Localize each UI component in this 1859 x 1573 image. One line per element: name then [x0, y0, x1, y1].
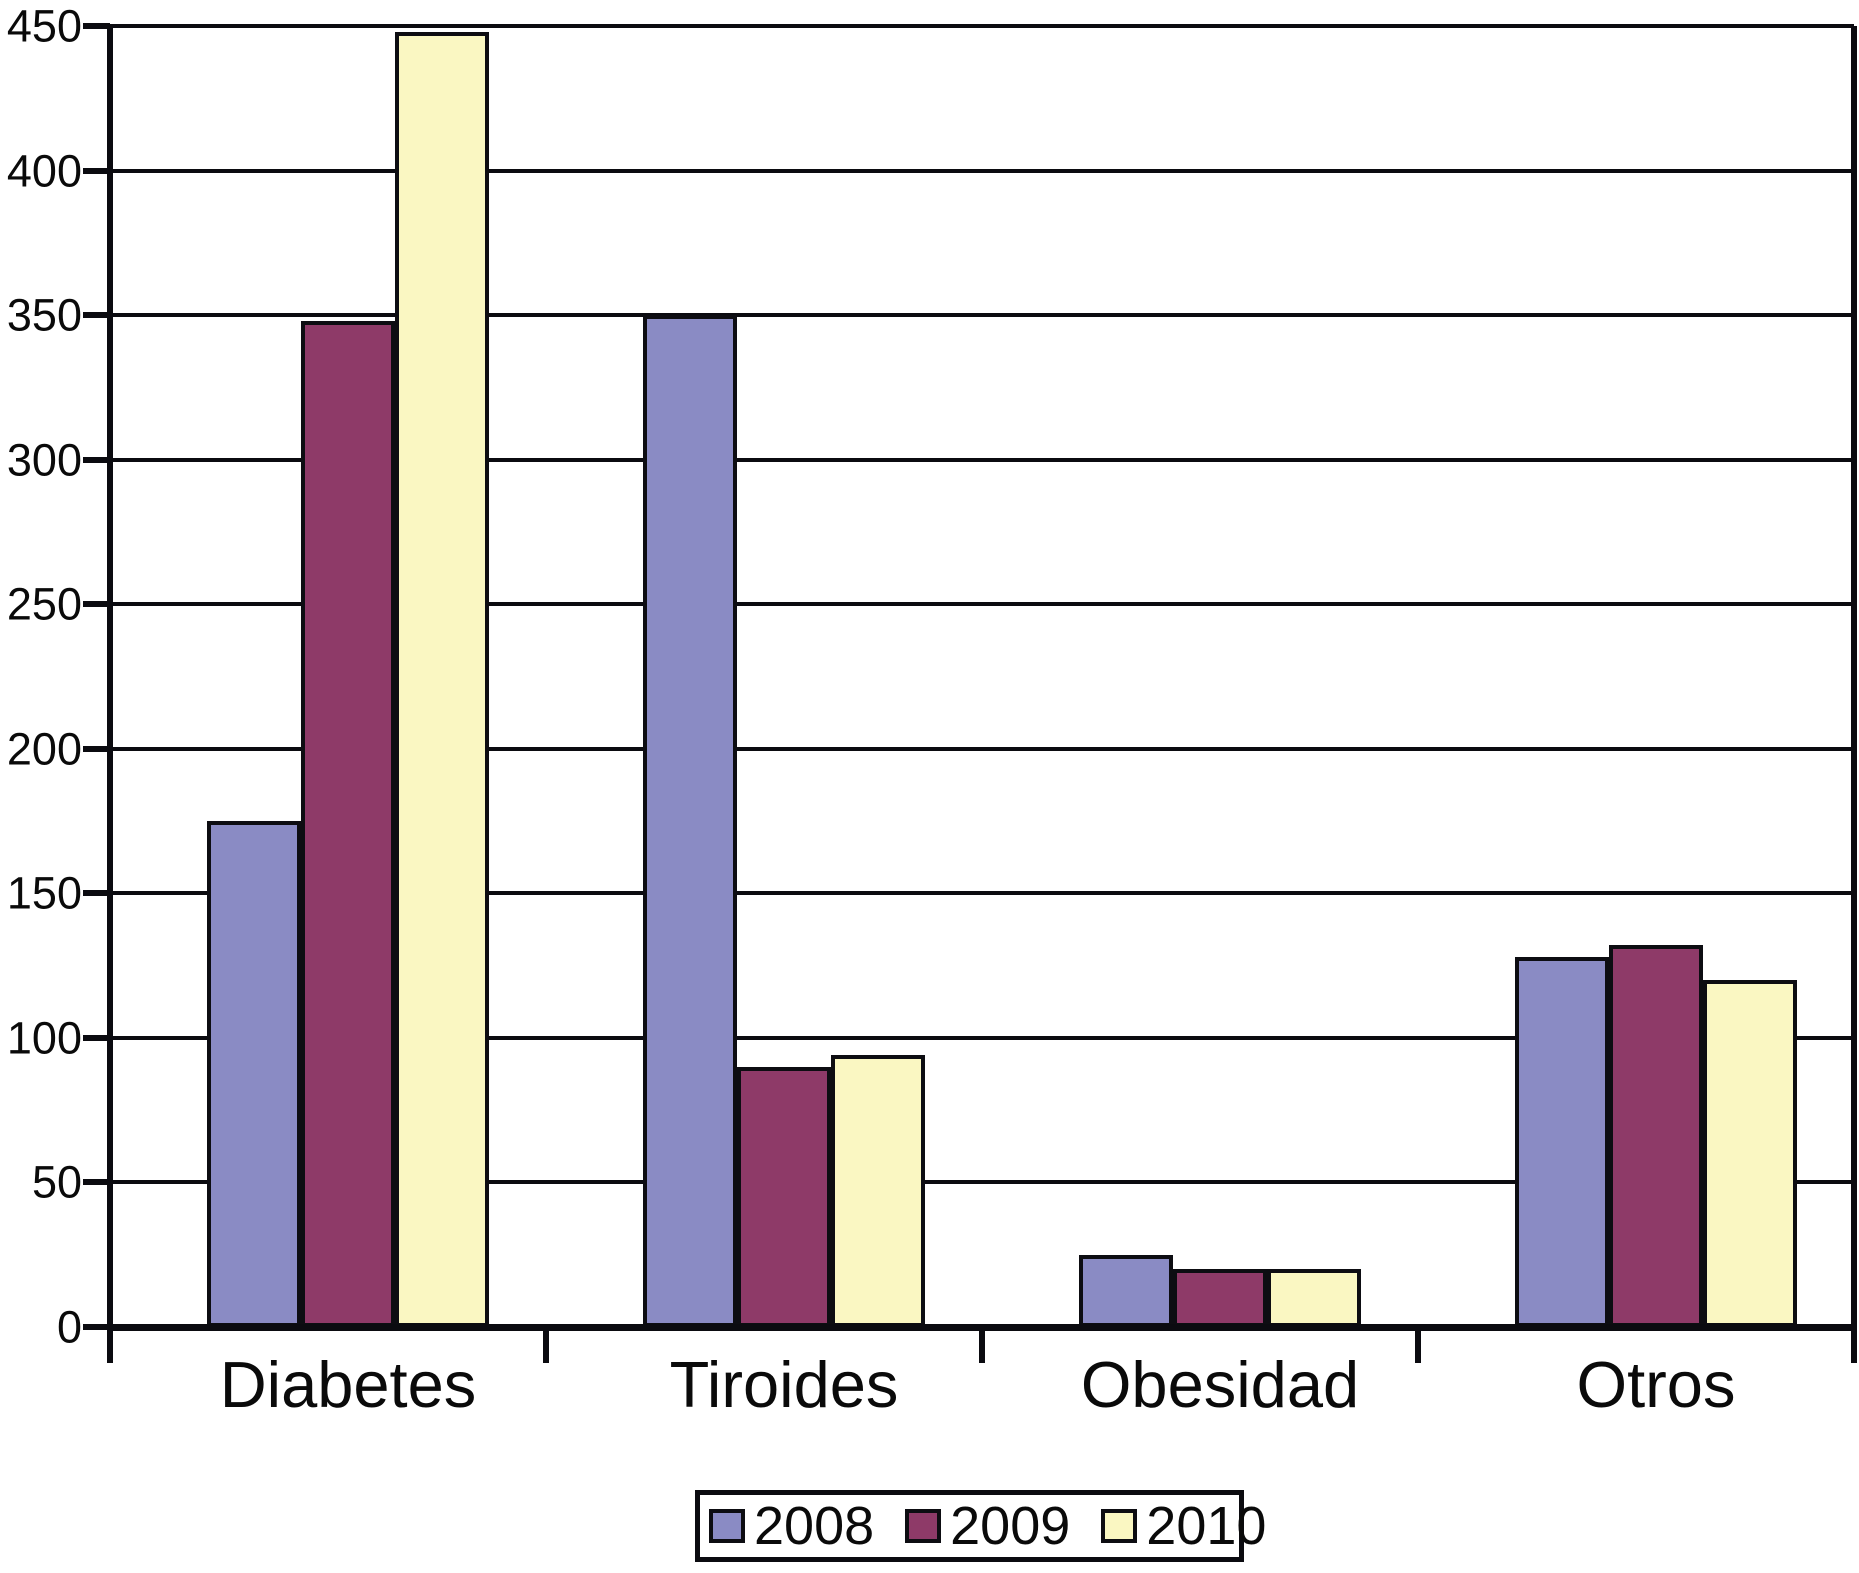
legend-item-2010: 2010 — [1101, 1499, 1266, 1553]
gridline-y-400 — [110, 168, 1854, 173]
legend: 2008 2009 2010 — [695, 1490, 1266, 1562]
legend-swatch-2010 — [1101, 1509, 1138, 1543]
bar-diabetes-2008 — [207, 821, 301, 1327]
gridline-y-100 — [110, 1035, 1854, 1040]
x-category-label-otros: Otros — [1576, 1348, 1736, 1421]
bar-obesidad-2010 — [1267, 1269, 1361, 1327]
legend-label-2008: 2008 — [754, 1496, 875, 1556]
y-axis-tick-50 — [83, 1179, 110, 1186]
y-axis-label-100: 100 — [6, 1012, 82, 1064]
x-axis-tick-1 — [543, 1327, 549, 1363]
x-axis-tick-0 — [107, 1327, 113, 1363]
gridline-y-250 — [110, 602, 1854, 607]
legend-label-2010: 2010 — [1146, 1496, 1267, 1556]
y-axis-label-0: 0 — [56, 1301, 82, 1353]
legend-swatch-2009 — [905, 1509, 942, 1543]
y-axis-tick-150 — [83, 890, 110, 897]
y-axis-label-400: 400 — [6, 145, 82, 197]
gridline-y-50 — [110, 1180, 1854, 1185]
x-category-label-tiroides: Tiroides — [669, 1348, 899, 1421]
bar-otros-2008 — [1515, 956, 1609, 1327]
bar-diabetes-2009 — [301, 320, 395, 1327]
y-axis-tick-400 — [83, 167, 110, 174]
bar-otros-2010 — [1703, 980, 1797, 1327]
bar-otros-2009 — [1609, 945, 1703, 1327]
x-axis-tick-2 — [979, 1327, 985, 1363]
y-axis-tick-0 — [83, 1324, 110, 1330]
y-axis-label-350: 350 — [6, 289, 82, 341]
bar-tiroides-2008 — [643, 315, 737, 1327]
gridline-y-150 — [110, 891, 1854, 896]
y-axis-tick-200 — [83, 745, 110, 752]
plot-right-border — [1851, 26, 1857, 1330]
gridline-y-300 — [110, 457, 1854, 462]
y-axis-label-250: 250 — [6, 578, 82, 630]
gridline-y-450 — [110, 24, 1854, 28]
legend-item-2009: 2009 — [905, 1499, 1070, 1553]
x-category-label-diabetes: Diabetes — [219, 1348, 477, 1421]
bar-tiroides-2009 — [737, 1066, 831, 1327]
gridline-y-350 — [110, 313, 1854, 318]
legend-item-2008: 2008 — [709, 1499, 874, 1553]
y-axis-tick-450 — [83, 23, 110, 29]
legend-swatch-2008 — [709, 1509, 745, 1543]
x-axis-tick-3 — [1415, 1327, 1421, 1363]
y-axis-label-50: 50 — [31, 1156, 82, 1208]
y-axis-tick-300 — [83, 456, 110, 463]
y-axis-tick-100 — [83, 1034, 110, 1041]
legend-label-2009: 2009 — [950, 1496, 1071, 1556]
bar-diabetes-2010 — [395, 31, 489, 1327]
gridline-y-200 — [110, 746, 1854, 751]
y-axis-label-200: 200 — [6, 723, 82, 775]
y-axis-tick-350 — [83, 312, 110, 319]
y-axis-label-150: 150 — [6, 867, 82, 919]
bar-tiroides-2010 — [831, 1055, 925, 1327]
y-axis-tick-250 — [83, 601, 110, 608]
y-axis-label-300: 300 — [6, 434, 82, 486]
y-axis-label-450: 450 — [6, 0, 82, 52]
x-category-label-obesidad: Obesidad — [1080, 1348, 1360, 1421]
x-axis-tick-4 — [1851, 1327, 1857, 1363]
bar-obesidad-2009 — [1173, 1269, 1267, 1327]
bar-obesidad-2008 — [1079, 1254, 1173, 1327]
y-axis-line — [107, 26, 113, 1330]
